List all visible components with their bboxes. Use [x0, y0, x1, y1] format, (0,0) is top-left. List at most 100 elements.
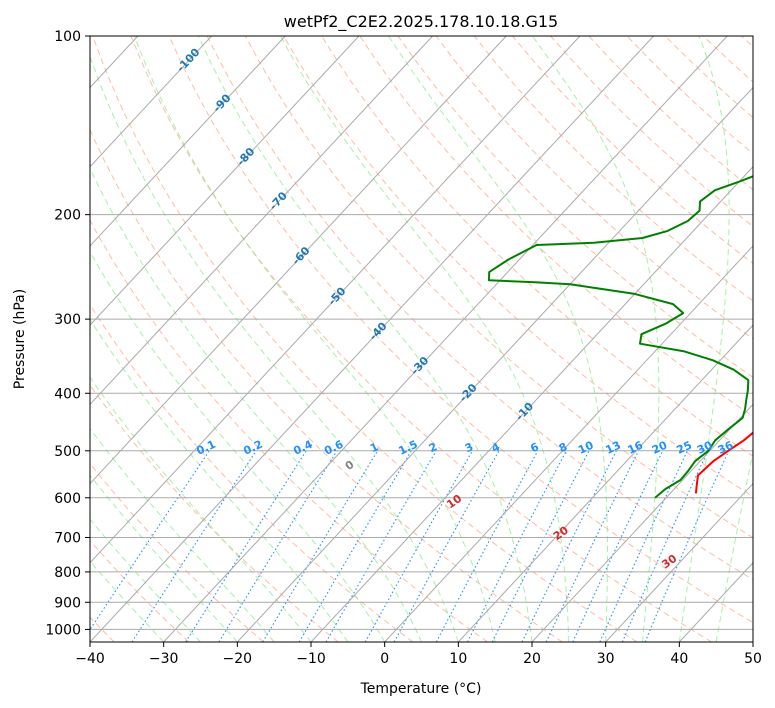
mixing-ratio-line [491, 450, 590, 642]
y-tick-label: 800 [54, 565, 81, 581]
y-tick-label: 900 [54, 595, 81, 611]
dry-adiabat [664, 36, 753, 119]
x-tick-label: −10 [296, 651, 326, 667]
dry-adiabat [168, 36, 753, 624]
dry-adiabat [702, 36, 753, 83]
mixing-ratio-label: 8 [557, 440, 569, 455]
moist-adiabat [90, 167, 422, 642]
mixing-ratio-label: 4 [490, 440, 503, 455]
mixing-ratio-label: 2 [427, 440, 439, 455]
isotherm [90, 36, 433, 406]
moist-adiabats [90, 36, 753, 642]
isotherm [678, 562, 753, 642]
dry-adiabat [321, 36, 753, 457]
x-tick-label: −30 [149, 651, 179, 667]
mixing-ratio-lines [90, 450, 730, 642]
temperature-profile [694, 431, 753, 494]
y-tick-label: 1000 [45, 622, 81, 638]
mixing-ratio-line [521, 450, 617, 642]
y-tick-label: 500 [54, 444, 81, 460]
dry-adiabat [90, 303, 414, 642]
x-tick-label: 40 [670, 651, 688, 667]
moist-adiabat [715, 449, 753, 642]
isotherm [236, 86, 753, 642]
x-axis-ticks: −40 −30 −20 −10 0 10 20 30 40 50 [75, 642, 762, 667]
x-tick-label: 30 [597, 651, 615, 667]
isobar-gridlines [90, 36, 753, 630]
dry-adiabat [90, 219, 488, 642]
dry-adiabat [397, 36, 753, 378]
moist-adiabat [90, 427, 275, 642]
mixing-ratio-label: 30 [695, 438, 715, 456]
y-axis-title: Pressure (hPa) [12, 289, 28, 389]
mixing-ratio-label: 1.5 [397, 438, 420, 458]
isotherm [752, 641, 753, 642]
chart-title: wetPf2_C2E2.2025.178.10.18.G15 [284, 12, 558, 32]
dry-adiabat [90, 462, 264, 642]
y-tick-label: 300 [54, 312, 81, 328]
isotherm [90, 36, 212, 168]
mixing-ratio-label: 25 [675, 439, 694, 457]
dry-adiabat [512, 36, 753, 265]
plot-frame [89, 35, 754, 643]
dry-adiabat [92, 36, 638, 642]
moist-adiabat [90, 54, 459, 642]
mixing-ratio-line [364, 450, 473, 642]
skewed-isotherms [0, 36, 753, 642]
moist-adiabat [90, 318, 349, 642]
x-axis-title: Temperature (°C) [360, 681, 482, 697]
dry-adiabat [283, 36, 753, 498]
dry-adiabat [435, 36, 753, 340]
y-tick-label: 400 [54, 386, 81, 402]
mixing-ratio-line [298, 450, 412, 642]
isotherm [531, 403, 753, 642]
moist-adiabat [388, 36, 608, 642]
dry-adiabat-label: 20 [551, 523, 571, 543]
isotherm [163, 36, 728, 642]
y-tick-label: 200 [54, 208, 81, 224]
moist-adiabat [90, 376, 312, 642]
moist-adiabat [531, 36, 660, 642]
moist-adiabat [280, 36, 570, 642]
moist-adiabat [678, 36, 730, 642]
dry-adiabat [90, 539, 190, 642]
mixing-ratio-label: 10 [576, 438, 596, 456]
mixing-ratio-line [185, 450, 307, 642]
y-tick-label: 100 [54, 29, 81, 45]
dry-adiabat [473, 36, 753, 302]
mixing-ratio-line [435, 450, 539, 642]
mixing-ratio-line [131, 450, 257, 642]
isotherm [90, 36, 654, 642]
y-tick-label: 600 [54, 491, 81, 507]
isotherm [0, 36, 64, 642]
dry-adiabat [206, 36, 753, 581]
x-tick-label: −20 [223, 651, 253, 667]
mixing-ratio-label: 36 [716, 438, 736, 456]
isotherm [457, 324, 753, 642]
isotherm [384, 245, 753, 642]
dewpoint-profile [488, 175, 753, 499]
mixing-ratio-label: 13 [604, 439, 623, 457]
profile-series [488, 175, 753, 499]
x-tick-label: 50 [744, 651, 762, 667]
isotherm [90, 36, 286, 247]
dry-adiabat [244, 36, 753, 539]
dry-adiabat-label: 40 [770, 577, 775, 597]
mixing-ratio-label: 6 [528, 440, 541, 455]
mixing-ratio-label: 20 [650, 438, 670, 456]
plot-area: -100-90-80-70-60-50-40-30-20-10010203040… [0, 36, 775, 642]
dry-adiabat [550, 36, 753, 228]
mixing-ratio-line [90, 450, 210, 631]
isotherm [605, 482, 753, 642]
mixing-ratio-label: 3 [463, 440, 475, 455]
x-tick-label: 20 [523, 651, 541, 667]
moist-adiabat [198, 36, 533, 642]
x-tick-label: −40 [75, 651, 105, 667]
isotherm [90, 36, 360, 326]
dry-adiabat [90, 128, 563, 642]
x-tick-label: 0 [380, 651, 389, 667]
dry-adiabat [130, 36, 712, 642]
mixing-ratio-label: 0.2 [241, 438, 264, 458]
dry-adiabat [741, 36, 753, 48]
